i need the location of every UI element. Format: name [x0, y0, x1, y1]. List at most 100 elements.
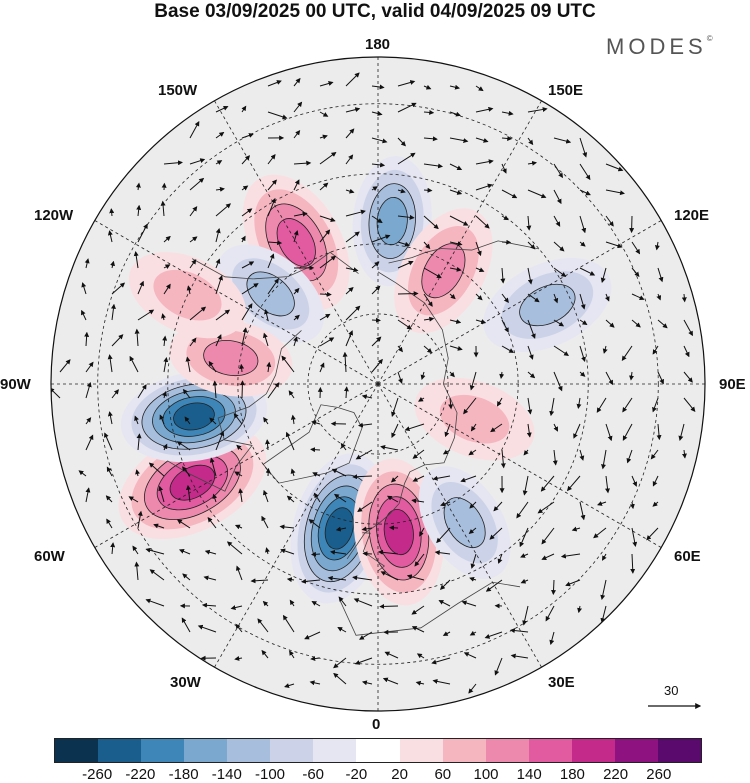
wind-arrow: [414, 553, 425, 567]
coastline: [191, 251, 359, 280]
wind-arrow: [181, 617, 191, 633]
wind-arrow: [371, 285, 381, 295]
wind-arrow: [345, 305, 361, 321]
wind-arrow: [576, 397, 582, 409]
wind-arrow: [411, 626, 425, 633]
wind-arrow: [85, 361, 94, 373]
wind-arrow: [241, 283, 259, 295]
colorbar-tick-label: 60: [434, 766, 452, 783]
wind-arrow: [345, 330, 353, 347]
wind-arrow: [494, 657, 503, 676]
wind-arrow: [261, 515, 269, 529]
reference-vector-label: 30: [664, 683, 679, 698]
chart-title: Base 03/09/2025 00 UTC, valid 04/09/2025…: [154, 1, 596, 22]
wind-arrow: [345, 72, 360, 87]
wind-arrow: [449, 189, 463, 195]
wind-arrow: [579, 501, 586, 521]
wind-arrow: [553, 137, 572, 144]
wind-arrow: [337, 627, 347, 633]
wind-arrow: [549, 631, 555, 646]
wind-arrow: [565, 579, 581, 587]
wind-arrow: [527, 397, 533, 415]
wind-arrow: [282, 614, 295, 633]
wind-arrow: [577, 605, 583, 614]
wind-arrow: [319, 229, 331, 243]
wind-arrow: [345, 188, 355, 194]
wind-arrow: [280, 548, 295, 555]
coastline: [167, 330, 302, 492]
wind-arrow: [133, 250, 139, 269]
wind-arrow: [631, 527, 638, 548]
anomaly-contour: [203, 340, 259, 377]
wind-arrow: [241, 208, 253, 217]
wind-arrow: [309, 680, 321, 686]
wind-arrow: [312, 472, 321, 477]
wind-arrow: [631, 319, 641, 328]
wind-arrow: [135, 182, 141, 191]
wind-arrow: [189, 206, 198, 217]
wind-arrow: [377, 549, 399, 555]
wind-arrow: [423, 136, 438, 142]
wind-arrow: [431, 657, 451, 665]
wind-arrow: [379, 603, 399, 609]
colorbar-tick-label: 220: [603, 766, 629, 783]
wind-arrow: [579, 163, 591, 181]
wind-arrow: [650, 449, 659, 460]
wind-arrow: [551, 579, 557, 596]
wind-arrow: [411, 605, 425, 615]
wind-arrow: [197, 624, 217, 633]
wind-arrow: [129, 355, 139, 373]
wind-arrow: [293, 160, 312, 166]
wind-arrow: [384, 651, 399, 659]
wind-arrow: [560, 553, 581, 559]
wind-arrow: [107, 411, 113, 425]
wind-arrow: [527, 371, 536, 379]
wind-arrow: [241, 133, 254, 139]
wind-arrow: [215, 160, 223, 165]
wind-arrow: [406, 574, 425, 581]
meridian: [94, 220, 379, 385]
wind-arrow: [652, 345, 659, 355]
wind-arrow: [423, 163, 444, 169]
wind-arrow: [241, 155, 251, 165]
wind-arrow: [182, 573, 191, 581]
wind-arrow: [553, 319, 565, 327]
wind-arrow: [111, 334, 124, 347]
wind-arrow: [215, 275, 223, 295]
wind-arrow: [162, 335, 168, 347]
wind-arrow: [267, 154, 276, 165]
wind-arrow: [566, 475, 581, 492]
wind-arrow: [285, 431, 295, 451]
wind-arrow: [185, 484, 191, 503]
wind-arrow: [510, 653, 529, 659]
wind-arrow: [371, 162, 386, 168]
wind-arrow: [106, 518, 113, 529]
wind-arrow: [656, 423, 662, 441]
wind-arrow: [460, 475, 477, 483]
wind-arrow: [153, 523, 165, 529]
wind-arrow: [300, 578, 321, 584]
wind-arrow: [189, 120, 200, 139]
lon-label-60w: 60W: [34, 548, 65, 565]
wind-arrow: [631, 475, 638, 487]
wind-arrow: [338, 596, 347, 607]
colorbar-tick-label: -100: [254, 766, 286, 783]
lon-label-120w: 120W: [34, 207, 74, 224]
wind-arrow: [432, 678, 451, 685]
wind-arrow: [475, 293, 483, 301]
wind-arrow: [540, 475, 555, 492]
wind-arrow: [386, 495, 399, 503]
wind-arrow: [629, 371, 635, 381]
wind-arrow: [468, 683, 477, 694]
wind-arrow: [345, 209, 366, 217]
wind-arrow: [293, 77, 301, 87]
lon-label-90e: 90E: [719, 376, 746, 393]
wind-arrow: [261, 649, 269, 659]
lon-label-90w: 90W: [0, 376, 31, 393]
wind-arrow: [267, 253, 275, 269]
wind-arrow: [265, 547, 270, 555]
meridian: [214, 383, 379, 668]
wind-arrow: [137, 510, 143, 529]
wind-arrow: [496, 397, 503, 407]
wind-arrow: [215, 228, 221, 243]
